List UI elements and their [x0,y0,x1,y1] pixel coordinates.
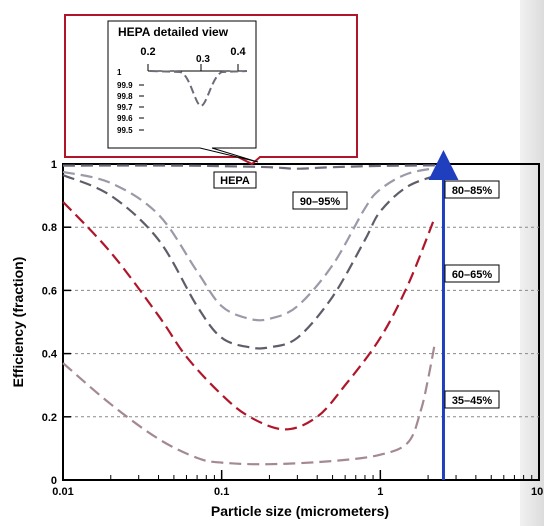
series-group [62,164,444,466]
inset-y-tick-0: 1 [117,68,122,77]
y-axis-title: Efficiency (fraction) [10,257,26,388]
x-tick-label-0: 0.01 [52,486,73,498]
series-line-60-65 [62,201,436,431]
y-axis-ticks: 0 0.2 0.4 0.6 0.8 1 [42,159,71,487]
svg-text:80–85%: 80–85% [452,185,493,197]
y-tick-label-4: 0.8 [42,222,57,234]
y-tick-label-5: 1 [51,159,57,171]
y-tick-label-2: 0.4 [42,349,58,361]
x-tick-label-1: 0.1 [214,486,229,498]
speech-bubble [107,20,259,163]
curve-label-80-85: 80–85% [444,180,500,199]
inset-y-tick-5: 99.5 [117,126,133,135]
svg-text:60–65%: 60–65% [452,269,493,281]
hepa-label: HEPA [213,171,257,189]
inset-x-tick-1: 0.3 [196,54,210,65]
series-line-35-45 [62,343,436,466]
y-tick-label-3: 0.6 [42,285,57,297]
svg-text:35–45%: 35–45% [452,395,493,407]
inset-x-tick-0: 0.2 [140,46,155,58]
inset-title: HEPA detailed view [118,25,229,39]
plot-frame [62,163,540,481]
grid-lines [63,226,539,418]
inset-hepa-curve [149,70,248,108]
series-line-hepa [62,164,444,170]
inset-y-tick-1: 99.9 [117,81,133,90]
hepa-detail-callout: HEPA detailed view 0.2 0.3 0.4 1 99.9 99… [64,14,358,166]
svg-text:90–95%: 90–95% [300,196,341,208]
x-axis-ticks: 0.01 0.1 1 10 [52,470,543,498]
svg-text:HEPA: HEPA [220,175,250,187]
y-tick-label-1: 0.2 [42,412,57,424]
series-line-90-95 [62,166,444,322]
y-tick-label-0: 0 [51,475,57,487]
curve-label-35-45: 35–45% [444,390,500,409]
curve-label-60-65: 60–65% [444,264,500,283]
inset-y-tick-3: 99.7 [117,103,133,112]
series-line-80-85 [62,172,444,350]
x-axis-title: Particle size (micrometers) [211,503,389,519]
x-tick-label-3: 10 [531,486,543,498]
inset-y-tick-2: 99.8 [117,92,133,101]
x-tick-label-2: 1 [377,486,383,498]
inset-x-tick-2: 0.4 [230,46,246,58]
inset-y-tick-4: 99.6 [117,114,133,123]
curve-label-90-95: 90–95% [292,191,348,210]
